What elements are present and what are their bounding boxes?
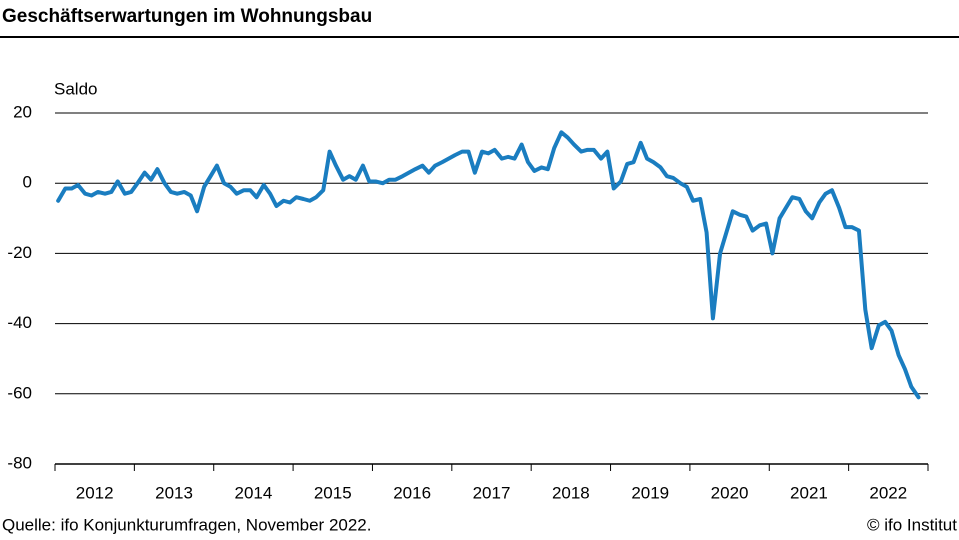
x-tick-label: 2019 <box>631 483 669 502</box>
x-tick-label: 2017 <box>473 483 511 502</box>
y-tick-label: -40 <box>7 313 32 332</box>
y-tick-label: -20 <box>7 243 32 262</box>
source: Quelle: ifo Konjunkturumfragen, November… <box>2 515 371 534</box>
x-tick-label: 2020 <box>711 483 749 502</box>
x-tick-label: 2016 <box>393 483 431 502</box>
x-tick-label: 2021 <box>790 483 828 502</box>
chart-title: Geschäftserwartungen im Wohnungsbau <box>2 6 372 27</box>
credit: © ifo Institut <box>867 515 957 534</box>
y-tick-label: 0 <box>23 173 32 192</box>
x-tick-label: 2022 <box>869 483 907 502</box>
x-tick-label: 2015 <box>314 483 352 502</box>
x-tick-label: 2014 <box>234 483 272 502</box>
x-tick-label: 2012 <box>76 483 114 502</box>
y-tick-label: -80 <box>7 453 32 472</box>
y-tick-label: 20 <box>13 102 32 121</box>
y-tick-label: -60 <box>7 383 32 402</box>
x-tick-label: 2013 <box>155 483 193 502</box>
y-axis-label: Saldo <box>54 79 97 98</box>
x-tick-label: 2018 <box>552 483 590 502</box>
line-series <box>56 130 921 400</box>
